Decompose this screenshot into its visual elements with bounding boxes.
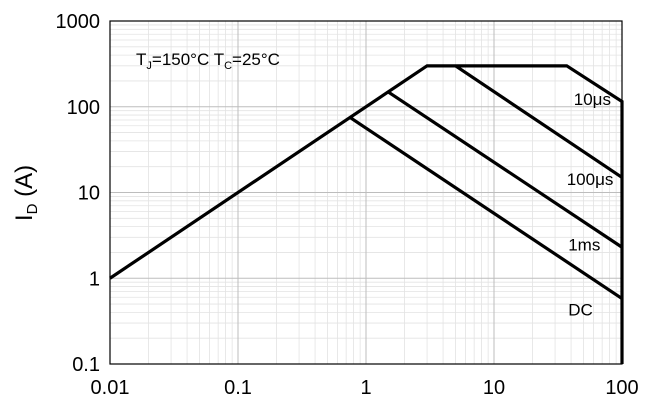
x-tick-label: 0.01 [91, 377, 130, 399]
series-line-2 [387, 90, 623, 249]
y-tick-label: 10 [78, 183, 100, 205]
curve-label: 10μs [574, 90, 611, 109]
curve-labels: 10μs 100μs 1ms DC [567, 90, 614, 319]
x-tick-label: 10 [483, 377, 505, 399]
y-axis-label: ID (A) [11, 165, 41, 221]
major-gridlines [110, 21, 622, 364]
y-tick-label: 1 [89, 268, 100, 290]
y-tick-label: 0.1 [72, 354, 100, 376]
y-tick-label: 1000 [56, 11, 101, 33]
y-tick-label: 100 [67, 97, 100, 119]
curve-label: 100μs [567, 170, 614, 189]
curve-label: 1ms [568, 236, 600, 255]
x-tick-label: 100 [605, 377, 638, 399]
series-line-1 [454, 64, 623, 179]
condition-label: TJ=150°C TC=25°C [136, 50, 280, 72]
plot-frame [109, 20, 623, 365]
x-tick-label: 1 [360, 377, 371, 399]
x-tick-label: 0.1 [224, 377, 252, 399]
x-tick-labels: 0.01 0.1 1 10 100 [91, 377, 639, 399]
series-line-3 [349, 116, 623, 300]
y-tick-labels: 0.1 1 10 100 1000 [56, 11, 101, 376]
curve-label: DC [568, 300, 593, 319]
